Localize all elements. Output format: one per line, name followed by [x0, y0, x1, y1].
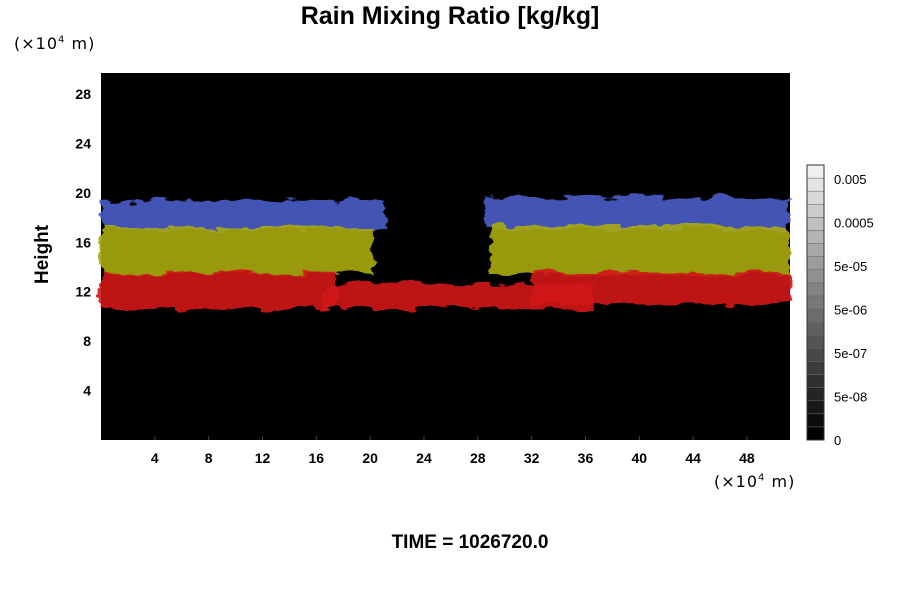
yellow-band-region — [101, 227, 373, 275]
red-band-region — [323, 284, 593, 310]
colorbar-tick-label: 5e-06 — [834, 303, 867, 318]
colorbar-segment — [806, 164, 825, 179]
colorbar-tick-label: 0.005 — [834, 172, 867, 187]
colorbar-segment — [806, 413, 825, 428]
colorbar-segment — [806, 400, 825, 415]
x-tick-label: 8 — [205, 450, 213, 466]
rain-field — [101, 197, 790, 310]
colorbar-segment — [806, 177, 825, 192]
y-tick-label: 24 — [75, 135, 91, 151]
colorbar-segment — [806, 269, 825, 284]
colorbar-segment — [806, 308, 825, 323]
colorbar-segment — [806, 426, 825, 441]
colorbar-frame — [806, 164, 825, 441]
yellow-band-region — [491, 224, 790, 275]
x-tick-label: 36 — [578, 450, 594, 466]
colorbar-segment — [806, 217, 825, 231]
x-tick-label: 32 — [524, 450, 540, 466]
red-band-region — [101, 273, 337, 310]
x-tick-label: 16 — [309, 450, 325, 466]
colorbar-segment — [806, 230, 825, 244]
chart-title: Rain Mixing Ratio [kg/kg] — [300, 2, 600, 30]
colorbar-tick-label: 5e-05 — [834, 259, 867, 274]
colorbar-segment — [806, 321, 825, 336]
colorbar-segment — [806, 282, 825, 297]
colorbar-segment — [806, 387, 825, 401]
x-tick-label: 40 — [631, 450, 647, 466]
colorbar-segment — [806, 374, 825, 388]
y-tick-label: 20 — [75, 185, 91, 201]
colorbar-segment — [806, 256, 825, 271]
colorbar-segment — [806, 295, 825, 310]
colorbar: 0.005 0.0005 5e-05 5e-06 5e-07 5e-08 0 — [806, 164, 874, 448]
blue-band-region — [101, 200, 387, 230]
y-tick-label: 16 — [75, 234, 91, 250]
colorbar-segment — [806, 348, 825, 362]
x-tick-label: 20 — [362, 450, 378, 466]
colorbar-tick-label: 0.0005 — [834, 216, 874, 231]
colorbar-tick-label: 0 — [834, 433, 841, 448]
colorbar-segment — [806, 204, 825, 218]
x-tick-label: 12 — [255, 450, 271, 466]
x-unit-label: (×104 m) — [714, 472, 796, 491]
x-tick-label: 28 — [470, 450, 486, 466]
y-tick-label: 4 — [83, 383, 91, 399]
colorbar-segment — [806, 190, 825, 205]
colorbar-segment — [806, 243, 825, 257]
colorbar-tick-label: 5e-08 — [834, 390, 867, 405]
y-tick-label: 8 — [83, 333, 91, 349]
y-unit-label: (×104 m) — [14, 34, 96, 53]
colorbar-tick-label: 5e-07 — [834, 346, 867, 361]
y-tick-label: 28 — [75, 86, 91, 102]
x-tick-label: 4 — [151, 450, 159, 466]
x-tick-label: 48 — [739, 450, 755, 466]
colorbar-segment — [806, 334, 825, 349]
x-tick-label: 44 — [685, 450, 701, 466]
time-label: TIME = 1026720.0 — [391, 532, 549, 553]
x-tick-label: 24 — [416, 450, 432, 466]
blue-band-region — [484, 197, 790, 230]
y-tick-label: 12 — [75, 284, 91, 300]
colorbar-segment — [806, 361, 825, 375]
